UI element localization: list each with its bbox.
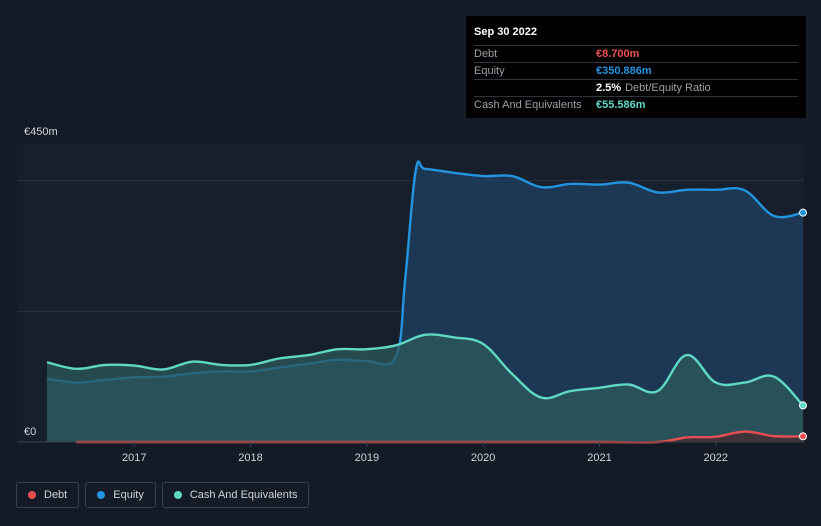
tooltip-date: Sep 30 2022: [474, 24, 798, 46]
tooltip-row-cash: Cash And Equivalents €55.586m: [474, 97, 798, 113]
legend-label-equity: Equity: [113, 489, 144, 501]
line-cash-and-equivalents: [46, 333, 804, 407]
tooltip-panel: Sep 30 2022 Debt €8.700m Equity €350.886…: [466, 16, 806, 118]
y-label-bottom: €0: [24, 426, 36, 438]
tooltip-value-equity: €350.886m: [596, 65, 652, 77]
y-label-top: €450m: [24, 126, 58, 138]
legend-dot-cash: [173, 491, 182, 499]
tooltip-label-cash: Cash And Equivalents: [474, 99, 582, 111]
tooltip-label-ratio: [474, 80, 596, 96]
tooltip-value-debt: €8.700m: [596, 48, 640, 60]
tooltip-value-cash: €55.586m: [596, 99, 646, 111]
legend-item-debt[interactable]: Debt: [16, 482, 80, 508]
area-debt: [76, 431, 804, 443]
endpoint-equity: [799, 208, 807, 217]
x-tick-label-2020: 2020: [471, 452, 495, 464]
legend-dot-debt: [28, 491, 36, 499]
chart-legend: Debt Equity Cash And Equivalents: [16, 482, 310, 508]
endpoint-debt: [799, 432, 807, 441]
endpoint-cash-and-equivalents: [799, 401, 807, 410]
legend-label-cash: Cash And Equivalents: [189, 489, 298, 501]
area-cash-and-equivalents: [47, 334, 803, 442]
x-tick-label-2017: 2017: [122, 452, 146, 464]
legend-item-equity[interactable]: Equity: [85, 482, 156, 508]
x-tick-label-2022: 2022: [704, 452, 728, 464]
tooltip-row-ratio: 2.5% Debt/Equity Ratio: [474, 80, 798, 97]
tooltip-ratio-suffix: Debt/Equity Ratio: [625, 82, 711, 94]
tooltip-label-equity: Equity: [474, 65, 505, 77]
x-tick-label-2019: 2019: [355, 452, 379, 464]
tooltip-label-debt: Debt: [474, 48, 498, 60]
tooltip-row-equity: Equity €350.886m: [474, 63, 798, 80]
legend-item-cash[interactable]: Cash And Equivalents: [161, 482, 310, 508]
tooltip-row-debt: Debt €8.700m: [474, 46, 798, 63]
x-tick-label-2021: 2021: [587, 452, 611, 464]
x-tick-label-2018: 2018: [238, 452, 262, 464]
legend-label-debt: Debt: [44, 489, 68, 501]
legend-dot-equity: [97, 491, 106, 499]
tooltip-value-ratio: 2.5%: [596, 82, 622, 94]
